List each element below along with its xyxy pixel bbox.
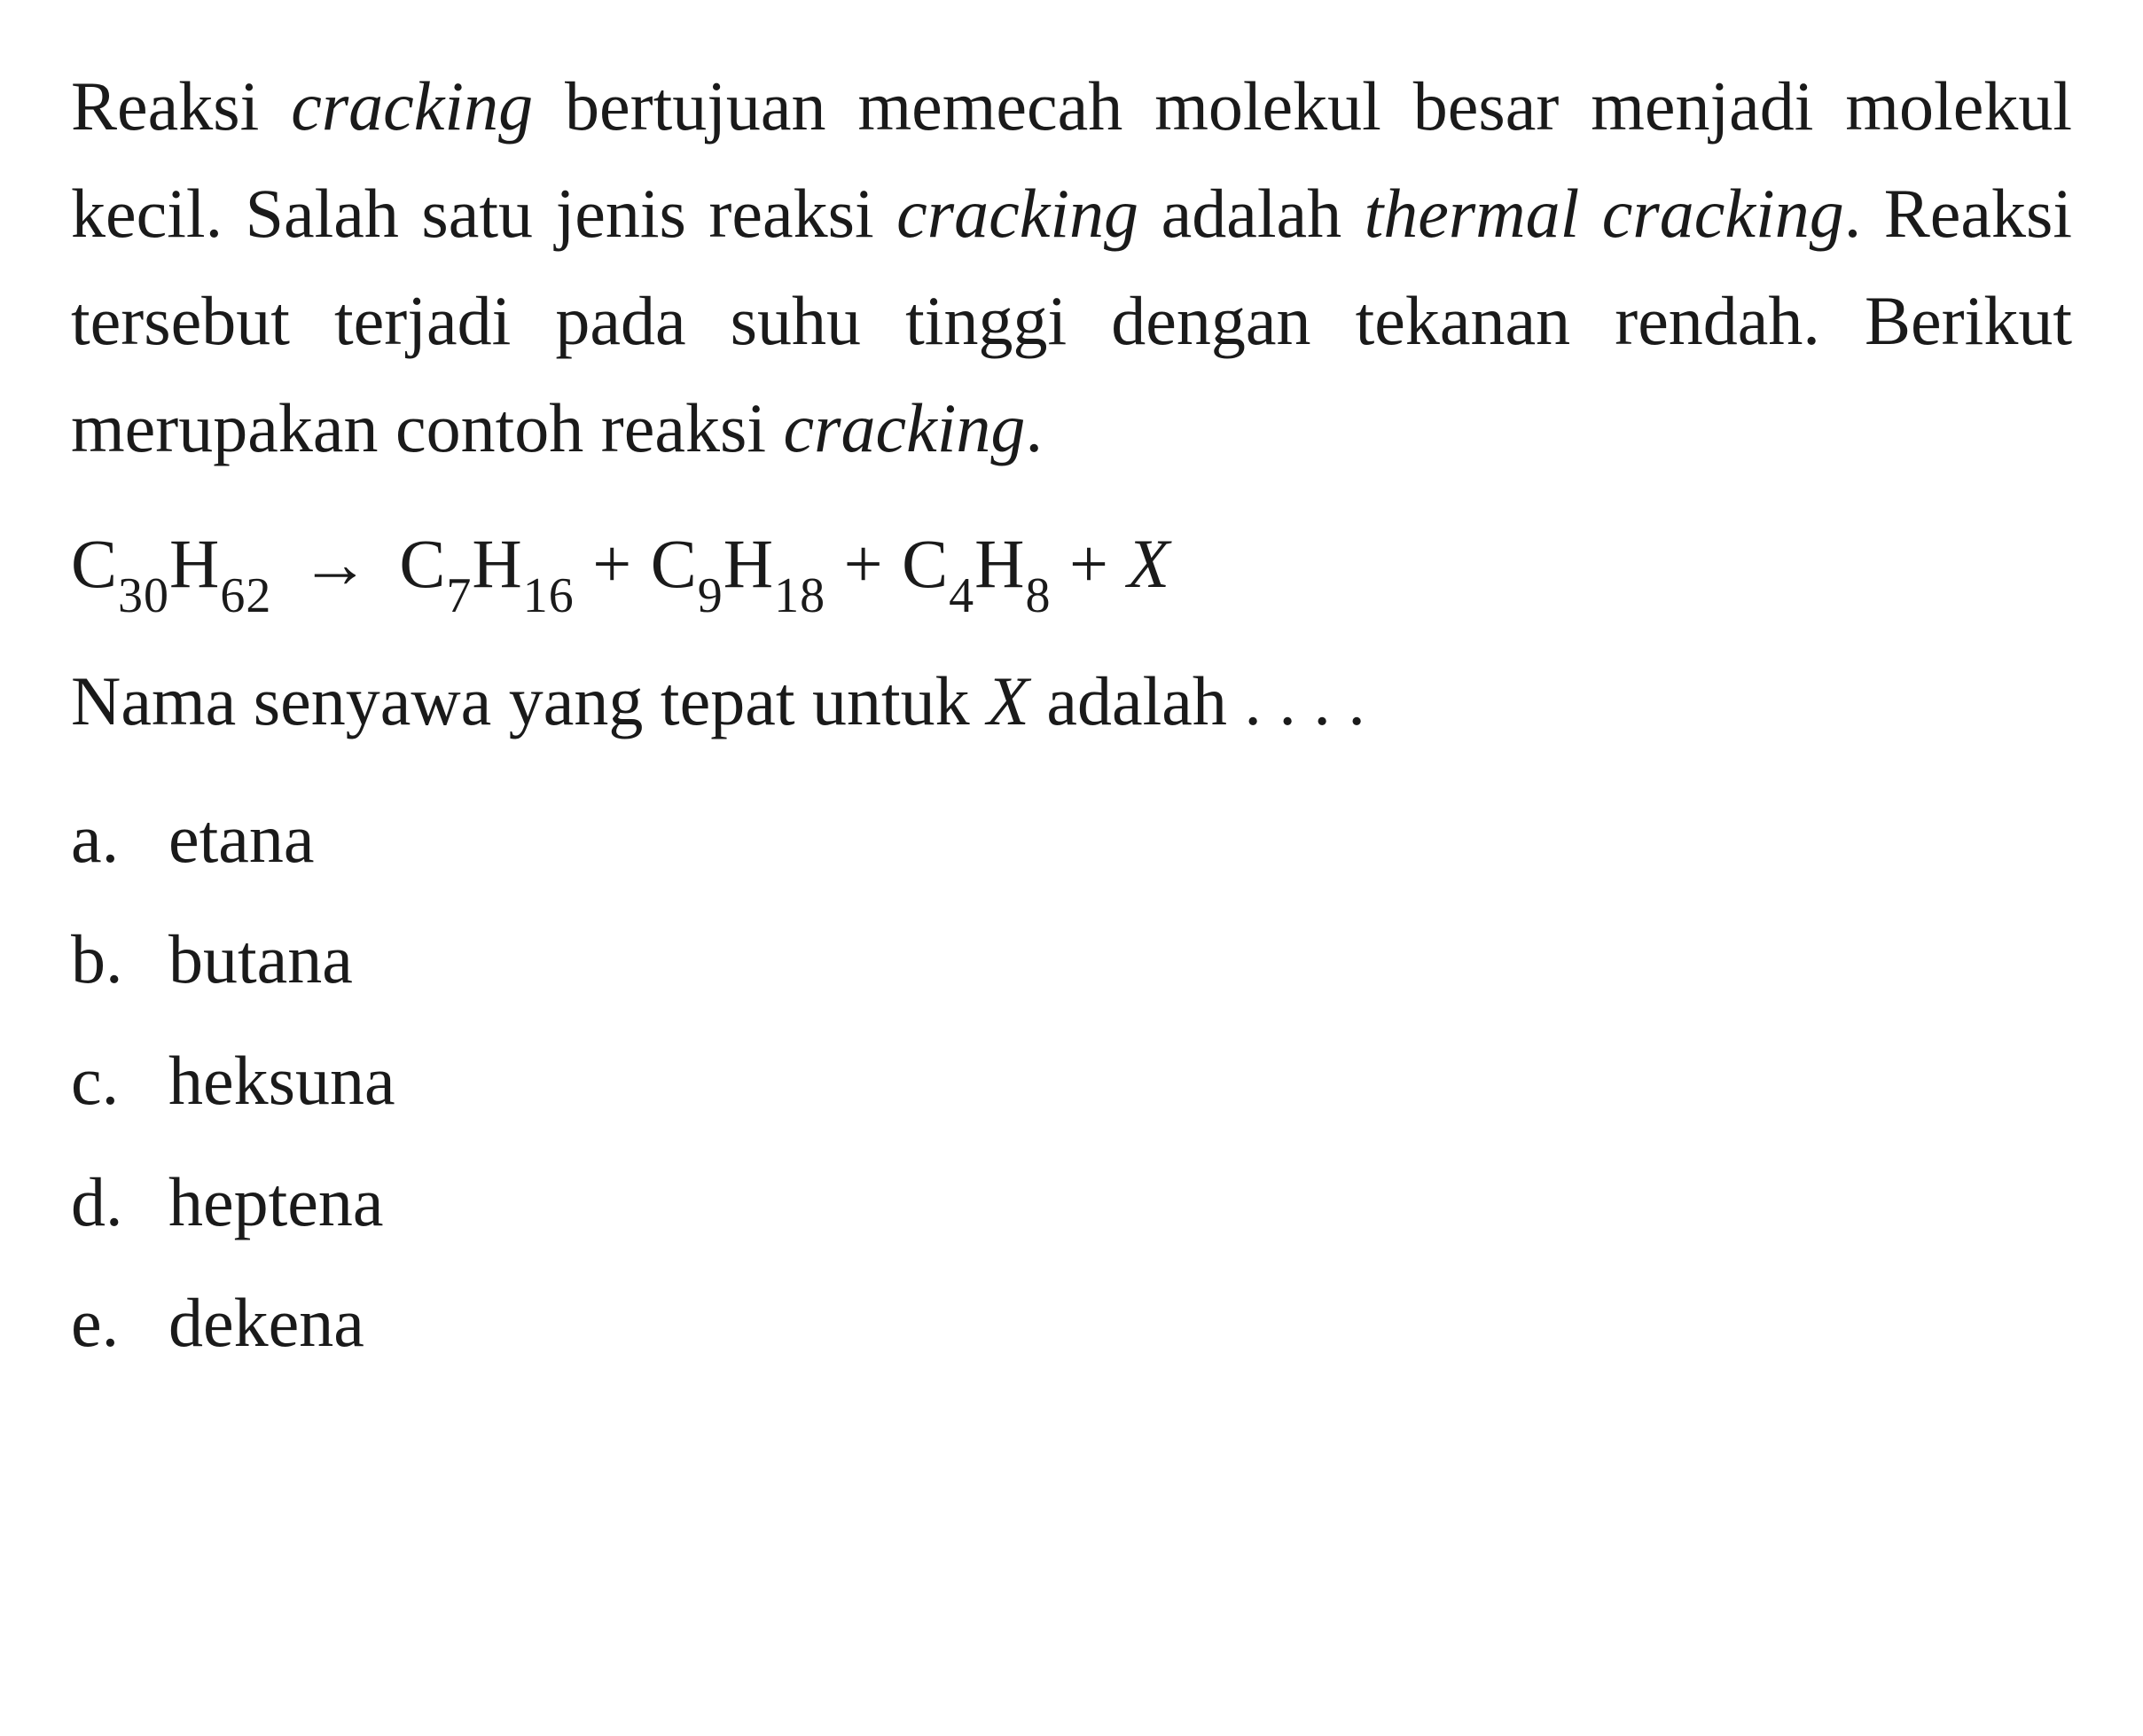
variable-x: X — [1128, 525, 1171, 602]
plus-sign: + — [1052, 525, 1128, 602]
option-b: b. butana — [71, 903, 2072, 1017]
subscript: 30 — [118, 568, 169, 623]
variable-x: X — [987, 662, 1029, 739]
option-text: heptena — [168, 1146, 2072, 1260]
italic-term: cracking — [896, 175, 1138, 252]
subscript: 4 — [949, 568, 974, 623]
subscript: 18 — [774, 568, 825, 623]
formula-element: H — [472, 525, 522, 602]
option-letter: e. — [71, 1266, 168, 1380]
followup-question: Nama senyawa yang tepat untuk X adalah .… — [71, 648, 2072, 755]
option-letter: d. — [71, 1146, 168, 1260]
subscript: 16 — [523, 568, 575, 623]
option-text: heksuna — [168, 1024, 2072, 1138]
option-c: c. heksuna — [71, 1024, 2072, 1138]
formula-element: C — [71, 525, 118, 602]
question-paragraph: Reaksi cracking bertujuan memecah moleku… — [71, 53, 2072, 482]
plus-sign: + — [575, 525, 651, 602]
formula-element: H — [974, 525, 1025, 602]
italic-term: cracking — [784, 389, 1026, 466]
formula-element: H — [723, 525, 774, 602]
reaction-arrow: → — [301, 509, 371, 620]
formula-element: C — [399, 525, 446, 602]
text-part: Reaksi — [71, 67, 291, 145]
subscript: 8 — [1026, 568, 1052, 623]
subscript: 9 — [698, 568, 723, 623]
subscript: 62 — [220, 568, 271, 623]
option-letter: a. — [71, 782, 168, 896]
text-part: adalah — [1138, 175, 1365, 252]
option-a: a. etana — [71, 782, 2072, 896]
text-part: Nama senyawa yang tepat untuk — [71, 662, 987, 739]
option-d: d. heptena — [71, 1146, 2072, 1260]
option-text: dekena — [168, 1266, 2072, 1380]
option-e: e. dekena — [71, 1266, 2072, 1380]
formula-element: C — [902, 525, 949, 602]
italic-term: cracking — [291, 67, 533, 145]
plus-sign: + — [825, 525, 902, 602]
text-part: . — [1025, 389, 1043, 466]
option-letter: c. — [71, 1024, 168, 1138]
answer-options: a. etana b. butana c. heksuna d. heptena… — [71, 782, 2072, 1380]
formula-element: C — [651, 525, 698, 602]
subscript: 7 — [446, 568, 472, 623]
chemical-equation: C30H62 → C7H16 + C9H18 + C4H8 + X — [71, 509, 2072, 626]
formula-element: H — [169, 525, 220, 602]
italic-term: thermal cracking — [1365, 175, 1844, 252]
option-text: etana — [168, 782, 2072, 896]
text-part: adalah . . . . — [1029, 662, 1365, 739]
option-text: butana — [168, 903, 2072, 1017]
option-letter: b. — [71, 903, 168, 1017]
